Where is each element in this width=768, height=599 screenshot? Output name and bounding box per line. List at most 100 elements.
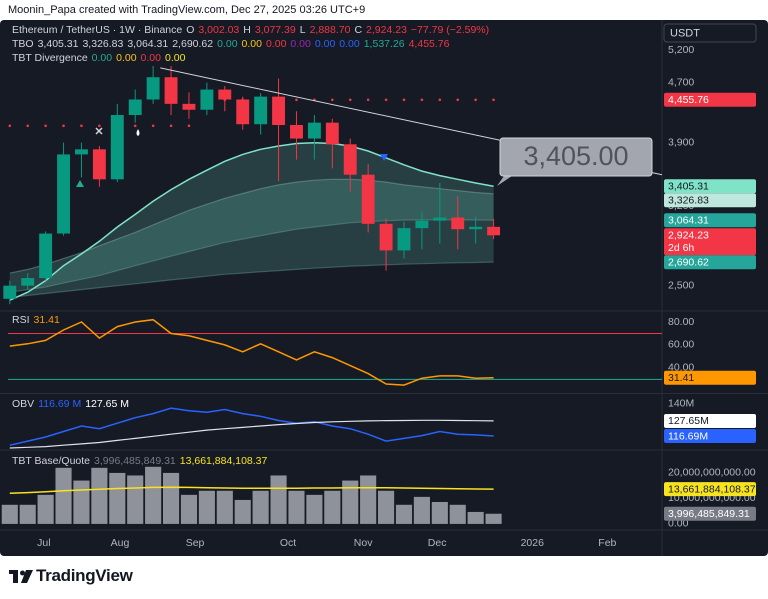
- legend-item: 3,996,485,849.31: [94, 455, 176, 467]
- legend-item: L: [299, 24, 306, 36]
- resistance-dot: [420, 98, 424, 102]
- resistance-dot: [295, 98, 298, 102]
- legend-item: 116.69 M: [38, 398, 82, 410]
- resistance-dot: [8, 124, 12, 128]
- price-label: 31.41: [668, 372, 694, 384]
- indicator-line: [9, 407, 494, 446]
- volume-bar: [73, 480, 90, 524]
- candle-body: [397, 228, 411, 251]
- legend-item: OBV: [12, 398, 35, 410]
- resistance-dot: [456, 98, 460, 102]
- legend-item: TBT Base/Quote: [12, 455, 91, 467]
- price-label-box: [664, 429, 756, 444]
- price-label: 3,996,485,849.31: [668, 508, 750, 520]
- candle-body: [75, 149, 88, 155]
- quote-box[interactable]: [663, 23, 757, 43]
- volume-bar: [467, 511, 484, 524]
- candle-body: [379, 223, 393, 251]
- signal-down: [380, 154, 388, 161]
- candle-body: [3, 285, 17, 299]
- price-label-box: [664, 193, 756, 208]
- resistance-dot: [44, 124, 47, 128]
- quote-currency[interactable]: USDT: [670, 27, 700, 39]
- volume-bar: [145, 466, 162, 524]
- candle-body: [57, 154, 70, 234]
- callout-pointer: [497, 176, 512, 186]
- resistance-dot: [62, 124, 65, 128]
- x-tick-label: Dec: [428, 537, 447, 549]
- y-tick-label: 40.00: [668, 362, 694, 374]
- candle-body: [146, 77, 160, 100]
- y-tick-label: 5,200: [668, 44, 694, 56]
- legend-item: 3,326.83: [82, 38, 124, 50]
- y-tick-label: 80.00: [668, 316, 694, 328]
- price-label: 2,690.62: [668, 257, 709, 269]
- volume-bar: [288, 490, 305, 524]
- resistance-dot: [187, 124, 191, 128]
- legend-item: 2,924.23: [366, 24, 407, 36]
- candle-body: [433, 217, 447, 221]
- indicator-line: [9, 261, 494, 299]
- candle-body: [451, 217, 465, 230]
- resistance-dot: [438, 98, 442, 102]
- legend-item: 2,690.62: [172, 38, 214, 50]
- volume-bar: [252, 490, 269, 524]
- candle-body: [307, 122, 321, 139]
- price-label-box: [664, 506, 756, 521]
- resistance-dot: [98, 124, 101, 128]
- legend-item: H: [243, 24, 251, 36]
- volume-bar: [1, 504, 18, 524]
- x-tick-label: Nov: [354, 537, 373, 549]
- price-label: 3,405.31: [668, 181, 709, 193]
- signal-cross: [95, 127, 103, 135]
- indicator-line: [9, 219, 494, 293]
- price-label-box: [664, 92, 756, 107]
- x-tick-label: 2026: [521, 537, 545, 549]
- candle-body: [236, 99, 250, 125]
- candle-body: [92, 149, 106, 180]
- candle-body: [325, 122, 339, 145]
- volume-bar: [216, 490, 233, 524]
- x-tick-label: Feb: [598, 537, 616, 549]
- legend-item: 3,077.39: [254, 24, 296, 36]
- legend-item: −77.79 (−2.59%): [410, 24, 490, 36]
- legend-row: Ethereum / TetherUS · 1W · Binance O 3,002…: [12, 24, 489, 36]
- resistance-dot: [331, 98, 334, 102]
- legend-item: 1,537.26: [363, 38, 405, 50]
- x-tick-label: Jul: [37, 537, 50, 549]
- y-tick-label: 3,900: [668, 136, 694, 148]
- price-label: 3,326.83: [668, 195, 709, 207]
- candle-body: [487, 226, 501, 236]
- resistance-dot: [133, 124, 137, 128]
- x-tick-label: Oct: [280, 537, 296, 549]
- y-tick-label: 2,500: [668, 279, 694, 291]
- volume-bar: [413, 496, 430, 524]
- indicator-line: [9, 141, 494, 301]
- price-label-box: [664, 413, 756, 428]
- price-label: 2,924.23: [668, 230, 709, 242]
- x-tick-label: Aug: [111, 537, 130, 549]
- candle-body: [218, 89, 232, 100]
- legend-item: 3,405.31: [37, 38, 79, 50]
- volume-bar: [431, 501, 448, 524]
- candle-body: [272, 96, 286, 125]
- resistance-dot: [80, 124, 83, 128]
- resistance-dot: [366, 98, 370, 102]
- legend-item: 3,064.31: [127, 38, 169, 50]
- footer-logo: TradingView: [36, 566, 133, 585]
- callout-text: 3,405.00: [523, 141, 628, 171]
- candle-body: [21, 278, 35, 286]
- callout-box: [499, 137, 653, 177]
- indicator-line: [9, 178, 494, 274]
- resistance-dot: [384, 98, 388, 102]
- volume-bar: [378, 490, 395, 524]
- volume-bar: [55, 467, 72, 524]
- volume-bar: [234, 499, 251, 524]
- legend-item: 0.00: [217, 38, 238, 50]
- volume-bar: [395, 504, 413, 524]
- resistance-dot: [474, 98, 477, 102]
- candle-body: [361, 174, 375, 224]
- legend-item: C: [354, 24, 363, 36]
